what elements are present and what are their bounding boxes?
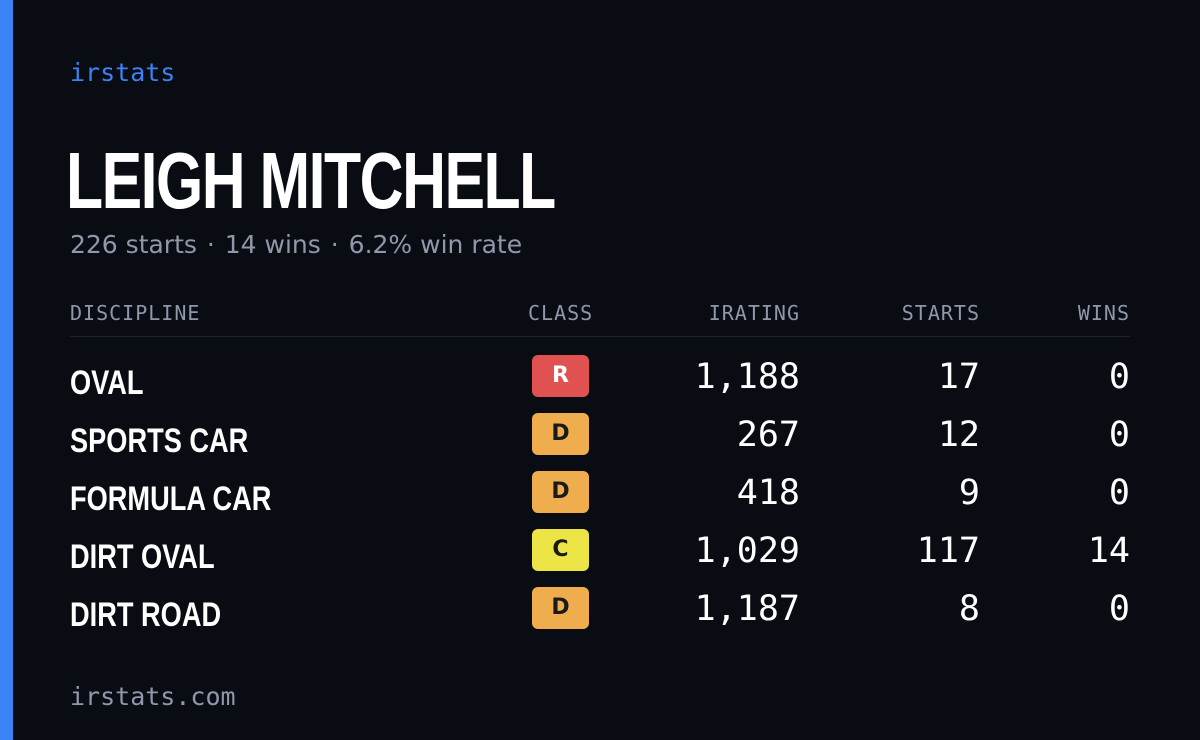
license-class-badge: R <box>532 355 589 397</box>
discipline-name: DIRT ROAD <box>70 596 222 634</box>
summary-starts: 226 starts <box>70 230 197 259</box>
wins-value: 0 <box>1108 473 1130 513</box>
starts-value: 9 <box>958 473 980 513</box>
table-row: SPORTS CAR D 267 12 0 <box>70 395 1130 460</box>
wins-value: 0 <box>1108 357 1130 397</box>
summary-wins: 14 wins <box>224 230 321 259</box>
brand-logo-text[interactable]: irstats <box>70 58 176 87</box>
discipline-name: FORMULA CAR <box>70 480 272 518</box>
irating-value: 267 <box>736 415 800 455</box>
table-row: DIRT ROAD D 1,187 8 0 <box>70 569 1130 634</box>
license-class-badge: D <box>532 587 589 629</box>
table-row: DIRT OVAL C 1,029 117 14 <box>70 511 1130 576</box>
column-header-irating: IRATING <box>708 301 800 325</box>
starts-value: 17 <box>937 357 980 397</box>
license-table: DISCIPLINE CLASS IRATING STARTS WINS OVA… <box>70 298 1130 634</box>
wins-value: 0 <box>1108 589 1130 629</box>
wins-value: 0 <box>1108 415 1130 455</box>
irating-value: 418 <box>736 473 800 513</box>
accent-bar <box>0 0 13 740</box>
summary-separator: · <box>206 230 215 259</box>
irating-value: 1,187 <box>694 589 800 629</box>
column-header-wins: WINS <box>1077 301 1130 325</box>
table-row: FORMULA CAR D 418 9 0 <box>70 453 1130 518</box>
license-class-badge: C <box>532 529 589 571</box>
discipline-name: SPORTS CAR <box>70 422 249 460</box>
starts-value: 117 <box>916 531 980 571</box>
table-header: DISCIPLINE CLASS IRATING STARTS WINS <box>70 298 1130 337</box>
table-row: OVAL R 1,188 17 0 <box>70 337 1130 402</box>
wins-value: 14 <box>1087 531 1130 571</box>
summary-win-rate: 6.2% win rate <box>348 230 523 259</box>
discipline-name: DIRT OVAL <box>70 538 215 576</box>
driver-name: LEIGH MITCHELL <box>66 136 556 225</box>
column-header-class: CLASS <box>528 301 594 325</box>
driver-summary: 226 starts · 14 wins · 6.2% win rate <box>70 228 522 262</box>
license-class-badge: D <box>532 471 589 513</box>
discipline-name: OVAL <box>70 364 144 402</box>
license-class-badge: D <box>532 413 589 455</box>
summary-separator: · <box>330 230 339 259</box>
footer-site-link[interactable]: irstats.com <box>70 682 236 711</box>
column-header-discipline: DISCIPLINE <box>70 301 201 325</box>
irating-value: 1,188 <box>694 357 800 397</box>
starts-value: 12 <box>937 415 980 455</box>
column-header-starts: STARTS <box>901 301 980 325</box>
starts-value: 8 <box>958 589 980 629</box>
irating-value: 1,029 <box>694 531 800 571</box>
